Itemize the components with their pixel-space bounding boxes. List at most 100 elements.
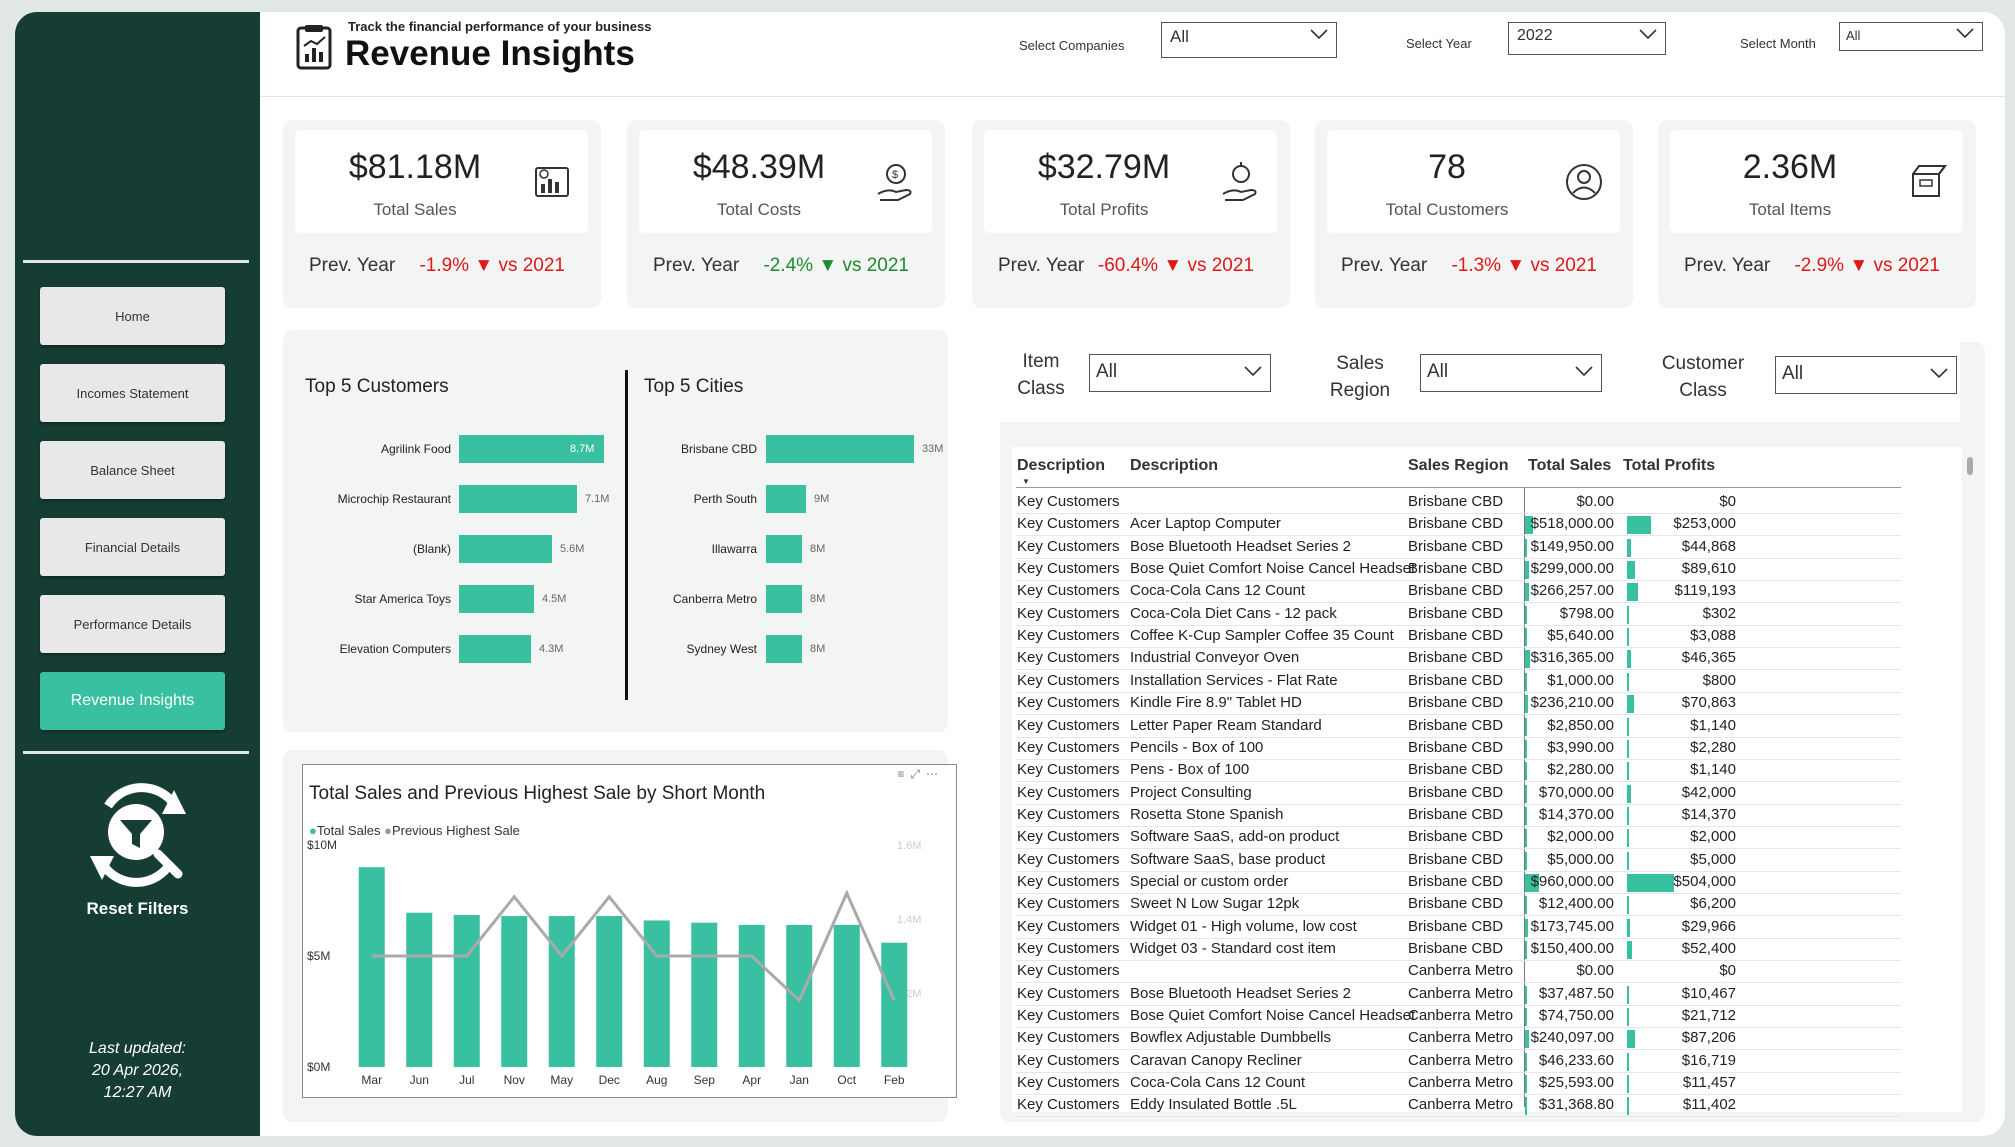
cell-total-sales: $240,097.00 xyxy=(1530,1029,1614,1046)
sales-data-bar xyxy=(1525,1030,1529,1048)
month-bar[interactable] xyxy=(786,924,813,1067)
nav-home-button[interactable]: Home xyxy=(40,287,225,345)
profit-data-bar xyxy=(1627,1075,1629,1093)
month-bar[interactable] xyxy=(596,916,623,1067)
top_cities-value-label: 8M xyxy=(810,593,826,605)
cell-customer-class: Key Customers xyxy=(1017,582,1120,599)
visual-header-icons[interactable]: ≡⤢⋯ xyxy=(897,767,944,782)
more-options-icon[interactable]: ⋯ xyxy=(926,767,944,781)
cell-total-sales: $3,990.00 xyxy=(1547,739,1614,756)
cell-total-profits: $0 xyxy=(1719,493,1736,510)
select-year-value: 2022 xyxy=(1517,27,1553,44)
top_customers-label: Star America Toys xyxy=(354,592,451,606)
profit-data-bar xyxy=(1627,583,1638,601)
nav-financial-details-button[interactable]: Financial Details xyxy=(40,518,225,576)
profit-data-bar xyxy=(1627,941,1632,959)
top_customers-bar[interactable] xyxy=(459,435,604,463)
nav-incomes-statement-button[interactable]: Incomes Statement xyxy=(40,364,225,422)
top_customers-bar[interactable] xyxy=(459,635,531,663)
kpi-delta-arrow-icon: ▼ xyxy=(1849,255,1869,276)
top_customers-bar[interactable] xyxy=(459,485,577,513)
top_cities-bar[interactable] xyxy=(766,435,914,463)
top_customers-bar[interactable] xyxy=(459,535,552,563)
cell-sales-region: Brisbane CBD xyxy=(1408,649,1504,666)
top_customers-bar[interactable] xyxy=(459,585,534,613)
nav-balance-sheet-button[interactable]: Balance Sheet xyxy=(40,441,225,499)
monthly-sales-chart[interactable]: Total Sales and Previous Highest Sale by… xyxy=(302,764,957,1098)
top_cities-bar[interactable] xyxy=(766,535,802,563)
chart-legend: ●Total Sales ●Previous Highest Sale xyxy=(309,823,520,838)
cell-total-profits: $2,000 xyxy=(1690,828,1736,845)
item-class-value: All xyxy=(1096,361,1118,382)
top_cities-label: Perth South xyxy=(693,492,757,506)
dashboard-frame: Home Incomes Statement Balance Sheet Financ… xyxy=(15,12,2005,1136)
month-bar[interactable] xyxy=(833,924,860,1067)
col-header-description[interactable]: Description xyxy=(1017,457,1106,474)
select-companies-dropdown[interactable]: All xyxy=(1161,22,1337,58)
select-year-label: Select Year xyxy=(1406,36,1472,51)
kpi-delta-value: -2.4% xyxy=(763,255,814,276)
select-year-dropdown[interactable]: 2022 xyxy=(1508,22,1666,55)
top-cities-title: Top 5 Cities xyxy=(644,376,744,397)
profit-data-bar xyxy=(1627,986,1629,1004)
focus-mode-icon[interactable]: ⤢ xyxy=(910,767,926,781)
month-bar[interactable] xyxy=(406,912,433,1067)
chevron-down-icon xyxy=(1930,368,1948,379)
cell-total-profits: $46,365 xyxy=(1681,649,1736,666)
cell-total-profits: $70,863 xyxy=(1681,694,1736,711)
col-header-total-sales[interactable]: Total Sales xyxy=(1528,457,1612,474)
col-header-sales-region[interactable]: Sales Region xyxy=(1408,457,1509,474)
table-scrollbar[interactable] xyxy=(1967,457,1973,475)
top5-card: Top 5 Customers Top 5 Cities Agrilink Fo… xyxy=(283,330,948,732)
top_cities-bar[interactable] xyxy=(766,485,806,513)
col-header-item-description[interactable]: Description xyxy=(1130,457,1219,474)
sales-region-dropdown[interactable]: All xyxy=(1420,354,1602,392)
sales-data-bar xyxy=(1525,583,1529,601)
select-month-label: Select Month xyxy=(1740,36,1816,51)
sidebar-divider-top xyxy=(23,260,249,263)
cell-item-description: Bose Bluetooth Headset Series 2 xyxy=(1130,985,1351,1002)
sales-data-bar xyxy=(1525,874,1539,892)
filter-icon[interactable]: ≡ xyxy=(897,767,911,781)
x-tick-label: Oct xyxy=(837,1073,856,1087)
cell-customer-class: Key Customers xyxy=(1017,873,1120,890)
month-bar[interactable] xyxy=(738,924,765,1067)
table-row-divider xyxy=(1016,647,1901,648)
sales-data-bar xyxy=(1525,673,1527,691)
cell-total-sales: $173,745.00 xyxy=(1530,918,1614,935)
profit-data-bar xyxy=(1627,807,1629,825)
kpi-inner: $48.39M Total Costs $ xyxy=(639,130,932,233)
customer-class-dropdown[interactable]: All xyxy=(1775,356,1957,394)
select-month-dropdown[interactable]: All xyxy=(1839,22,1983,51)
kpi-value: $48.39M xyxy=(692,148,826,186)
kpi-delta: -2.9% ▼ vs 2021 xyxy=(1794,255,1940,277)
column-divider xyxy=(1524,487,1525,1107)
cell-total-sales: $2,000.00 xyxy=(1547,828,1614,845)
sales-data-bar xyxy=(1525,941,1527,959)
month-bar[interactable] xyxy=(548,916,575,1067)
cell-total-sales: $150,400.00 xyxy=(1530,940,1614,957)
month-bar[interactable] xyxy=(691,922,718,1067)
table-row-divider xyxy=(1016,759,1901,760)
month-bar[interactable] xyxy=(453,914,480,1067)
cell-item-description: Rosetta Stone Spanish xyxy=(1130,806,1284,823)
cell-customer-class: Key Customers xyxy=(1017,739,1120,756)
kpi-label: Total Profits xyxy=(1059,200,1149,219)
month-bar[interactable] xyxy=(358,867,385,1067)
item-class-dropdown[interactable]: All xyxy=(1089,354,1271,392)
month-bar[interactable] xyxy=(881,942,908,1067)
month-bar[interactable] xyxy=(501,916,528,1067)
top_cities-bar[interactable] xyxy=(766,635,802,663)
cell-customer-class: Key Customers xyxy=(1017,1074,1120,1091)
table-row-divider xyxy=(1016,1072,1901,1073)
chevron-down-icon xyxy=(1956,28,1974,39)
nav-performance-details-button[interactable]: Performance Details xyxy=(40,595,225,653)
reset-filters-button[interactable]: Reset Filters xyxy=(65,774,210,919)
col-header-total-profits[interactable]: Total Profits xyxy=(1623,457,1716,474)
previous-highest-line[interactable] xyxy=(371,889,896,1003)
sales-data-bar xyxy=(1525,628,1527,646)
cell-item-description: Coca-Cola Cans 12 Count xyxy=(1130,1074,1306,1091)
top_cities-bar[interactable] xyxy=(766,585,802,613)
table-row-divider xyxy=(1016,826,1901,827)
nav-revenue-insights-button[interactable]: Revenue Insights xyxy=(40,672,225,730)
